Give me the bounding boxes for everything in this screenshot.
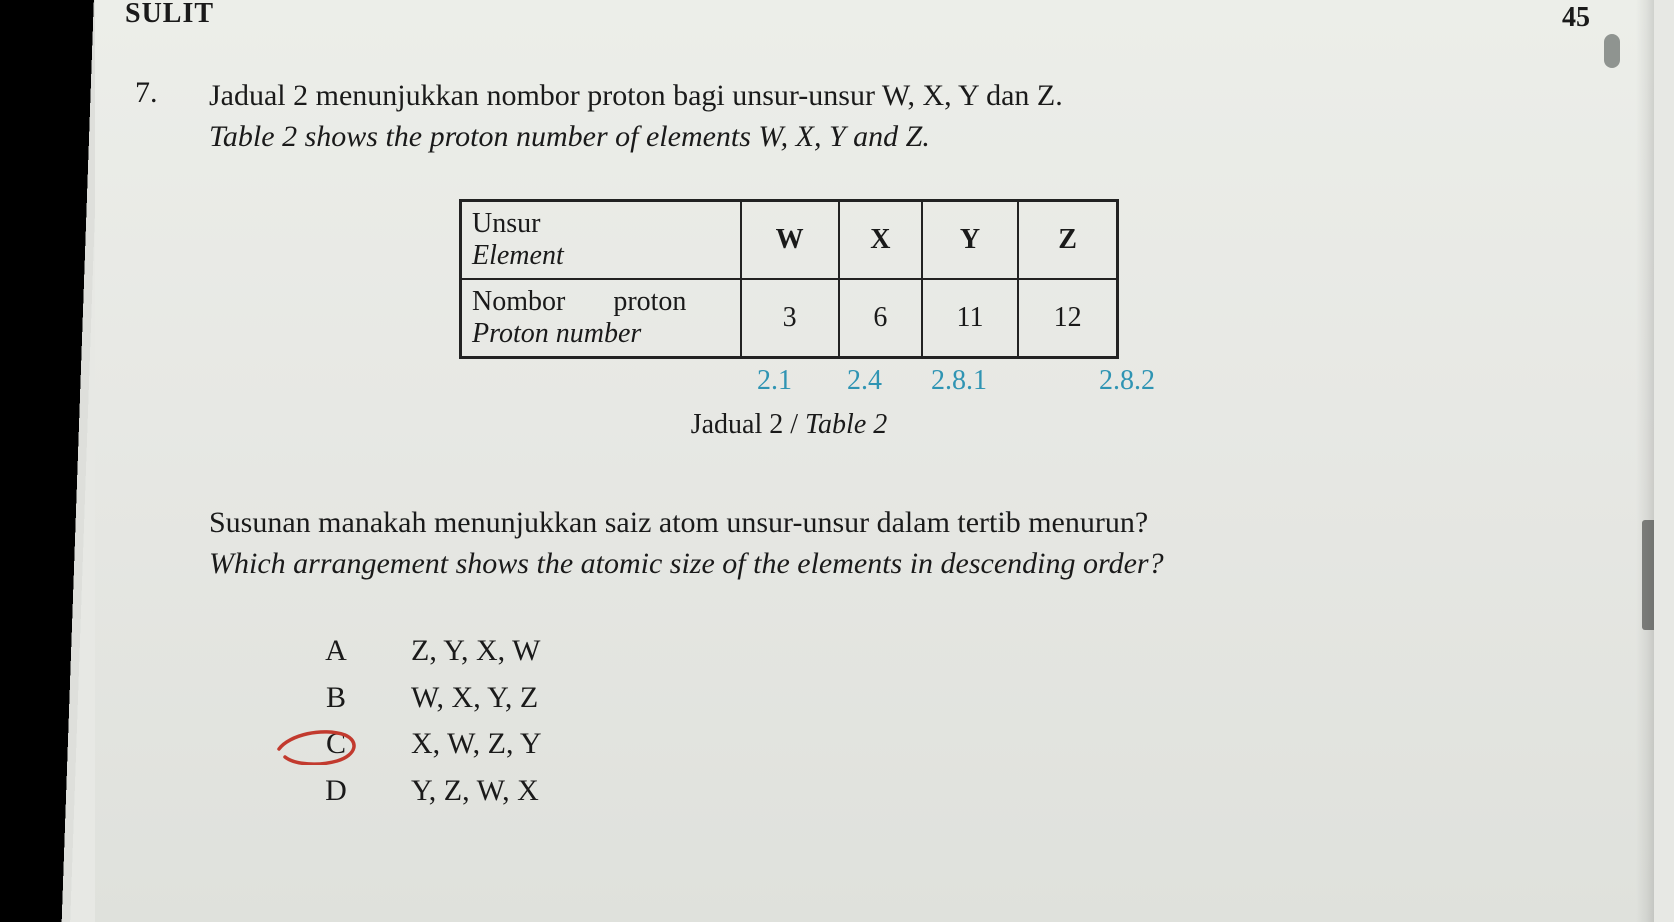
question-block: 7. Jadual 2 menunjukkan nombor proton ba… [135,76,1614,814]
annotation: 2.4 [847,365,882,397]
cell-value: 6 [839,279,922,358]
col-header: Z [1018,201,1117,280]
question-prompt-ms: Jadual 2 menunjukkan nombor proton bagi … [209,76,1614,117]
option-text: X, W, Z, Y [411,721,542,768]
col-header: X [839,201,922,280]
question-prompt-en: Table 2 shows the proton number of eleme… [209,117,1614,158]
cell-value: 12 [1018,279,1117,358]
followup-en: Which arrangement shows the atomic size … [209,544,1614,585]
exam-page: SULIT 45 7. Jadual 2 menunjukkan nombor … [95,0,1654,922]
option-c[interactable]: C X, W, Z, Y [319,721,1614,768]
option-letter: B [319,675,353,722]
cell-value: 11 [922,279,1018,358]
table-row: Unsur Element W X Y Z [461,201,1118,280]
scroll-indicator [1604,34,1620,68]
annotation: 2.1 [757,365,792,397]
option-b[interactable]: B W, X, Y, Z [319,675,1614,722]
data-table-wrap: Unsur Element W X Y Z Nomborproton [459,199,1119,359]
page-right-shadow [1636,0,1654,922]
table-row: Nomborproton Proton number 3 6 11 12 [461,279,1118,358]
caption-ms: Jadual 2 / [691,409,798,440]
annotation: 2.8.2 [1099,365,1155,397]
option-text: Z, Y, X, W [411,628,540,675]
option-a[interactable]: A Z, Y, X, W [319,628,1614,675]
col-header: W [741,201,839,280]
option-d[interactable]: D Y, Z, W, X [319,768,1614,815]
option-letter: A [319,628,353,675]
option-text: W, X, Y, Z [411,675,538,722]
row-label-ms: Nomborproton [472,286,730,318]
caption-en: Table 2 [805,409,887,440]
row-label-en: Element [472,240,730,272]
option-text: Y, Z, W, X [411,768,539,815]
followup-ms: Susunan manakah menunjukkan saiz atom un… [209,503,1614,544]
page-header: SULIT 45 [135,0,1614,48]
row-label-en: Proton number [472,318,730,350]
option-letter: C [319,721,353,768]
row-label-ms: Unsur [472,208,730,240]
question-number: 7. [135,76,175,814]
option-letter: D [319,768,353,815]
cell-value: 3 [741,279,839,358]
annotation: 2.8.1 [931,365,987,397]
col-header: Y [922,201,1018,280]
answer-options: A Z, Y, X, W B W, X, Y, Z C X, W, Z, Y D [319,628,1614,814]
binding-slot [1642,520,1654,630]
page-number: 45 [1562,2,1590,34]
proton-table: Unsur Element W X Y Z Nomborproton [459,199,1119,359]
electron-config-annotations: 2.1 2.4 2.8.1 2.8.2 [459,363,1239,407]
header-left-label: SULIT [125,0,214,30]
table-caption: Jadual 2 / Table 2 [459,409,1119,441]
